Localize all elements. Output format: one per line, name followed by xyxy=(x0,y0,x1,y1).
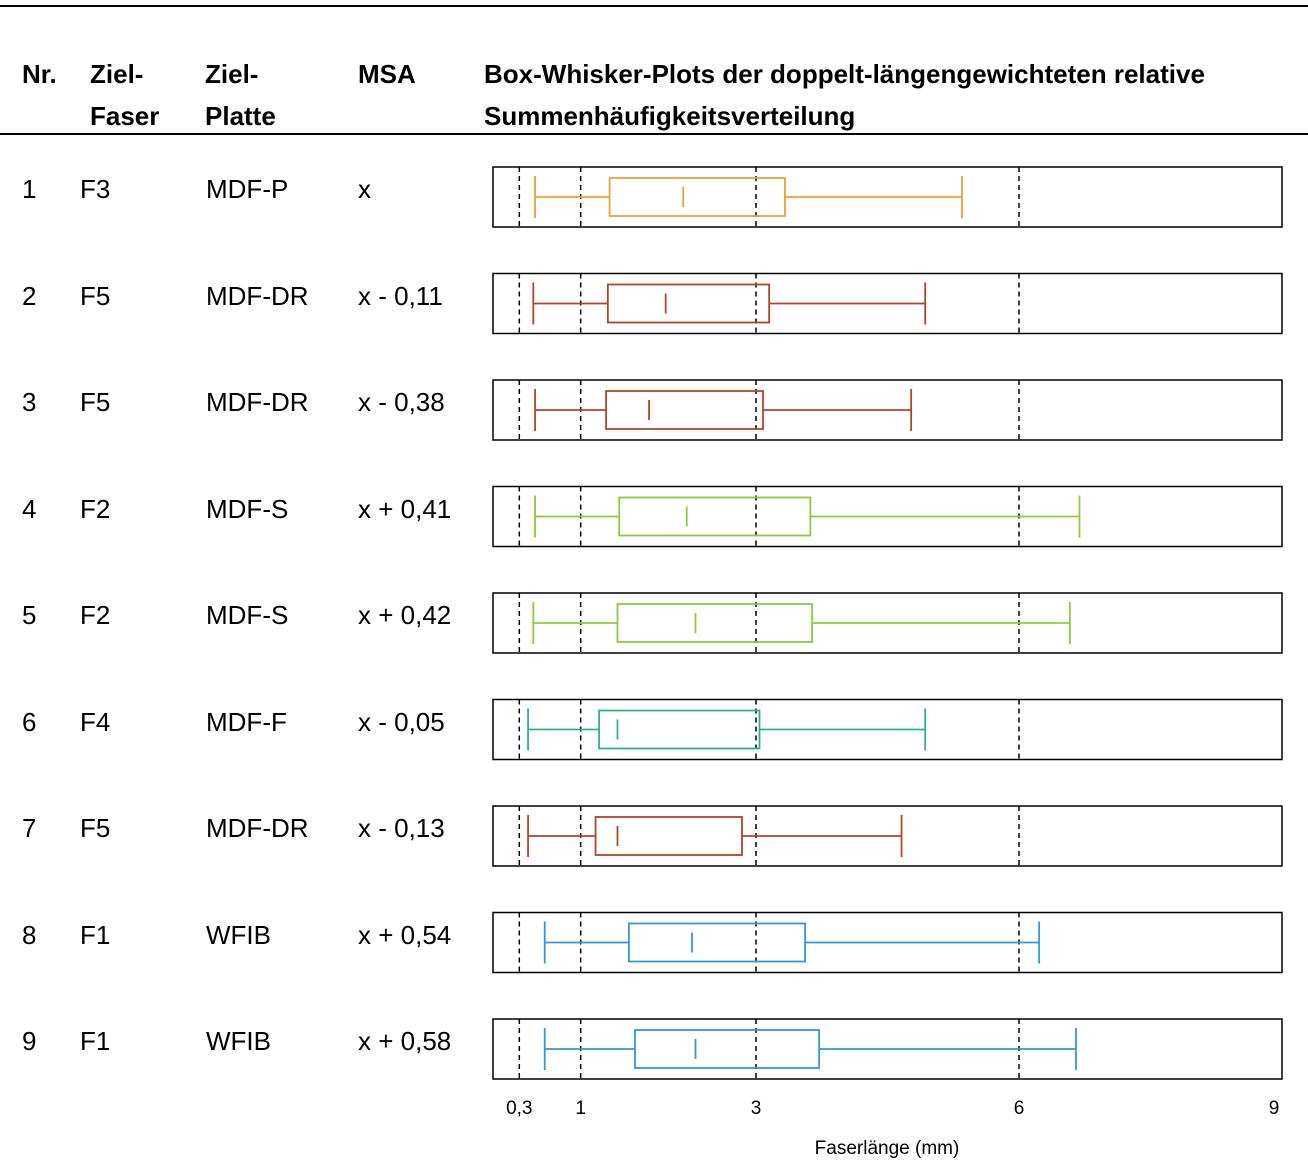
x-axis-label: Faserlänge (mm) xyxy=(814,1138,960,1159)
row-number: 1 xyxy=(22,174,37,204)
box-iqr xyxy=(616,603,814,643)
row-ziel-faser: F5 xyxy=(80,387,111,417)
row-ziel-platte: MDF-DR xyxy=(206,280,309,311)
x-tick-label: 1 xyxy=(575,1098,586,1119)
header-ziel-faser-line2: Faser xyxy=(90,101,160,131)
plot-panel xyxy=(492,1018,1283,1080)
row-ziel-faser: F5 xyxy=(80,813,111,843)
header-nr: Nr. xyxy=(22,59,57,89)
box-iqr xyxy=(598,709,761,750)
row-number: 2 xyxy=(22,280,37,311)
box-iqr xyxy=(634,1029,821,1069)
plot-panel xyxy=(492,698,1283,761)
row-ziel-platte: WFIB xyxy=(206,1026,271,1056)
box-iqr xyxy=(594,816,743,856)
header-msa: MSA xyxy=(358,59,416,89)
row-ziel-platte: MDF-P xyxy=(206,174,289,204)
row-ziel-faser: F1 xyxy=(80,1026,111,1056)
row-ziel-faser: F5 xyxy=(80,280,111,311)
plot-panel xyxy=(492,592,1283,654)
x-tick-label: 6 xyxy=(1013,1098,1025,1119)
top-rule xyxy=(0,5,1308,7)
row-number: 7 xyxy=(22,813,37,843)
box-iqr xyxy=(608,177,786,217)
plot-panel xyxy=(492,166,1283,228)
row-ziel-faser: F2 xyxy=(80,493,111,524)
row-number: 9 xyxy=(22,1026,37,1056)
row-number: 8 xyxy=(22,919,37,950)
row-msa: x + 0,54 xyxy=(358,919,452,950)
box-iqr xyxy=(627,922,806,963)
row-ziel-platte: MDF-DR xyxy=(206,813,309,843)
box-iqr xyxy=(605,390,764,430)
row-msa: x - 0,38 xyxy=(358,387,445,417)
row-number: 6 xyxy=(22,706,37,737)
row-msa: x - 0,11 xyxy=(358,280,443,311)
row-number: 3 xyxy=(22,387,37,417)
header-ziel-platte-line2: Platte xyxy=(205,101,276,131)
row-msa: x + 0,58 xyxy=(358,1026,452,1056)
row-msa: x + 0,41 xyxy=(358,493,452,524)
row-msa: x + 0,42 xyxy=(358,600,452,630)
header-rule xyxy=(0,133,1308,135)
row-ziel-faser: F2 xyxy=(80,600,111,630)
row-ziel-platte: MDF-S xyxy=(206,600,289,630)
header-plot-title-line2: Summenhäufigkeitsverteilung xyxy=(484,101,856,131)
row-ziel-platte: WFIB xyxy=(206,919,271,950)
x-tick-label: 3 xyxy=(750,1098,762,1119)
row-number: 4 xyxy=(22,493,37,524)
row-msa: x - 0,13 xyxy=(358,813,445,843)
row-ziel-platte: MDF-F xyxy=(206,706,287,737)
row-msa: x - 0,05 xyxy=(358,706,445,737)
row-ziel-faser: F1 xyxy=(80,919,111,950)
header-ziel-faser-line1: Ziel- xyxy=(90,59,144,89)
plot-panel xyxy=(492,911,1283,974)
x-tick-label: 0,3 xyxy=(506,1098,533,1119)
row-number: 5 xyxy=(22,600,37,630)
row-ziel-faser: F4 xyxy=(80,706,111,737)
x-tick-label: 9 xyxy=(1268,1098,1280,1119)
header-plot-title-line1: Box-Whisker-Plots der doppelt-längengewi… xyxy=(484,59,1205,89)
box-iqr xyxy=(606,283,771,324)
plot-panel xyxy=(492,379,1283,441)
plot-panel xyxy=(492,805,1283,867)
row-msa: x xyxy=(358,174,371,204)
row-ziel-platte: MDF-S xyxy=(206,493,289,524)
row-ziel-platte: MDF-DR xyxy=(206,387,309,417)
row-ziel-faser: F3 xyxy=(80,174,111,204)
header-ziel-platte-line1: Ziel- xyxy=(205,59,259,89)
plot-panel xyxy=(492,272,1283,335)
box-iqr xyxy=(618,496,812,537)
plot-panel xyxy=(492,485,1283,548)
